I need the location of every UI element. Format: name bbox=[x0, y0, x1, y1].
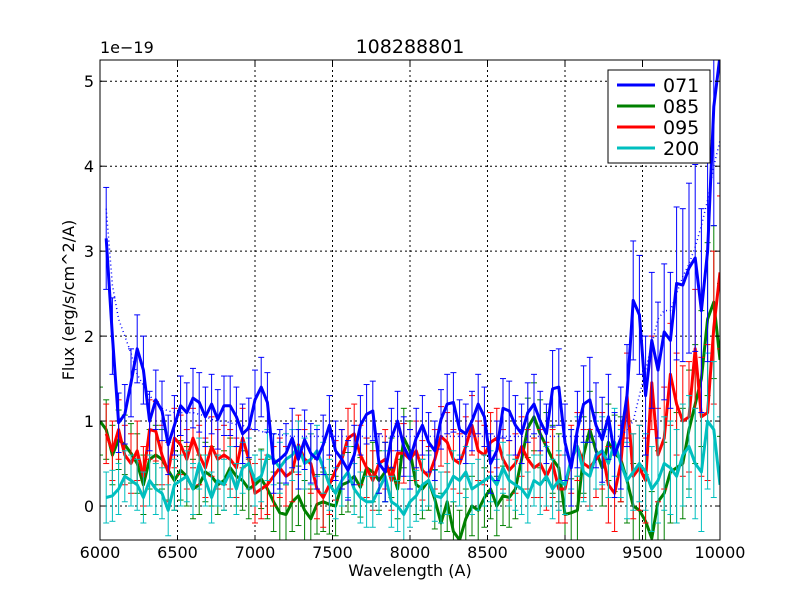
line-095 bbox=[104, 272, 720, 499]
x-tick-label: 7000 bbox=[235, 543, 276, 562]
y-tick-label: 5 bbox=[84, 72, 94, 91]
x-tick-label: 7500 bbox=[312, 543, 353, 562]
legend-label-071: 071 bbox=[663, 75, 699, 97]
x-tick-label: 9500 bbox=[622, 543, 663, 562]
model-line-071 bbox=[105, 140, 720, 438]
legend-label-085: 085 bbox=[663, 96, 699, 118]
x-tick-label: 8500 bbox=[467, 543, 508, 562]
y-tick-label: 2 bbox=[84, 327, 94, 346]
x-tick-label: 6000 bbox=[80, 543, 121, 562]
y-axis-label: Flux (erg/s/cm^2/A) bbox=[59, 220, 78, 381]
y-offset-label: 1e−19 bbox=[100, 38, 154, 57]
y-tick-label: 1 bbox=[84, 412, 94, 431]
axis-ticks: 6000 6500 7000 7500 8000 8500 9000 9500 10000 0 1 2… bbox=[80, 60, 746, 562]
legend-label-200: 200 bbox=[663, 138, 699, 160]
series-layer bbox=[100, 60, 720, 540]
x-tick-label: 6500 bbox=[157, 543, 198, 562]
line-200 bbox=[105, 419, 720, 516]
legend-label-095: 095 bbox=[663, 117, 699, 139]
series-071 bbox=[103, 60, 720, 507]
x-tick-label: 9000 bbox=[545, 543, 586, 562]
x-tick-label: 8000 bbox=[390, 543, 431, 562]
x-tick-label: 10000 bbox=[695, 543, 746, 562]
chart-title: 108288801 bbox=[356, 36, 465, 58]
y-tick-label: 4 bbox=[84, 157, 94, 176]
y-tick-label: 0 bbox=[84, 497, 94, 516]
x-axis-label: Wavelength (A) bbox=[348, 561, 471, 580]
line-071 bbox=[104, 60, 720, 474]
y-tick-label: 3 bbox=[84, 242, 94, 261]
